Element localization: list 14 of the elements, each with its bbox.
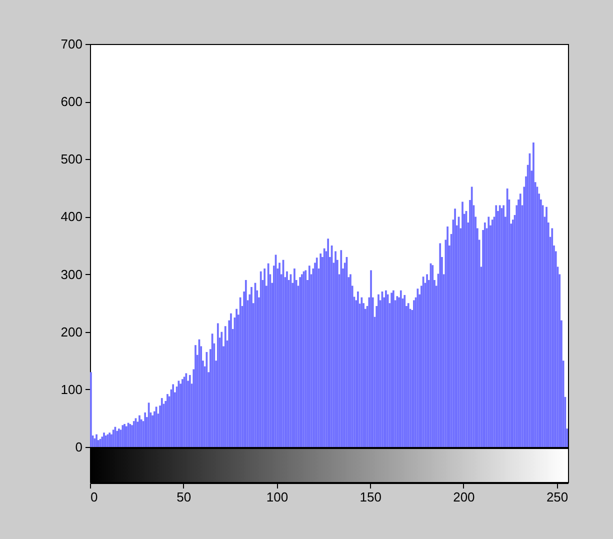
y-tick-label: 100	[60, 382, 82, 397]
y-tick-label: 500	[60, 152, 82, 167]
x-tick-label: 50	[176, 490, 192, 504]
y-tick-label: 400	[60, 209, 82, 224]
y-tick-label: 300	[60, 266, 82, 282]
y-tick-label: 200	[60, 324, 82, 340]
x-tick-label: 250	[546, 490, 568, 504]
y-tick-label: 0	[75, 440, 82, 454]
x-tick-label: 0	[90, 490, 98, 504]
x-tick-label: 100	[266, 490, 288, 504]
y-tick-label: 700	[60, 36, 82, 52]
x-tick-label: 150	[360, 490, 382, 504]
y-tick-label: 600	[60, 94, 82, 110]
x-tick-label: 200	[453, 490, 475, 504]
